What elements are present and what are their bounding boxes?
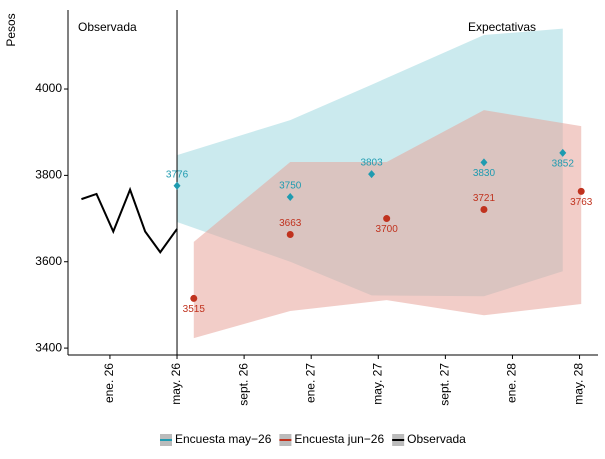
y-tick-label: 3800 bbox=[35, 168, 62, 182]
value-label: 3700 bbox=[376, 224, 399, 235]
value-label: 3776 bbox=[166, 169, 189, 180]
value-label: 3750 bbox=[279, 181, 302, 192]
point bbox=[383, 215, 391, 223]
point bbox=[480, 205, 488, 213]
x-tick-label: ene. 26 bbox=[102, 363, 116, 403]
value-label: 3515 bbox=[183, 304, 206, 315]
annotation: Expectativas bbox=[468, 20, 536, 34]
y-tick-label: 3600 bbox=[35, 254, 62, 268]
annotation: Observada bbox=[78, 20, 137, 34]
point bbox=[368, 170, 376, 179]
x-tick-label: ene. 27 bbox=[303, 363, 317, 403]
legend-label: Encuesta jun−26 bbox=[294, 432, 384, 446]
value-label: 3852 bbox=[552, 159, 575, 170]
point bbox=[190, 294, 198, 302]
x-tick-label: sept. 26 bbox=[236, 363, 250, 406]
x-tick-label: may. 26 bbox=[169, 363, 183, 405]
point bbox=[559, 148, 567, 157]
value-label: 3721 bbox=[473, 193, 496, 204]
y-tick-label: 3400 bbox=[35, 340, 62, 354]
value-label: 3830 bbox=[473, 168, 496, 179]
legend-label: Encuesta may−26 bbox=[175, 432, 272, 446]
y-axis-label: Pesos bbox=[4, 13, 18, 46]
value-label: 3663 bbox=[279, 218, 302, 229]
point bbox=[173, 181, 181, 190]
point bbox=[480, 158, 488, 167]
x-tick-label: sept. 27 bbox=[438, 363, 452, 406]
y-tick-label: 4000 bbox=[35, 81, 62, 95]
x-tick-label: may. 28 bbox=[572, 363, 586, 405]
line bbox=[81, 186, 178, 254]
point bbox=[286, 192, 294, 201]
point bbox=[577, 187, 585, 195]
x-tick-label: ene. 28 bbox=[505, 363, 519, 403]
x-tick-label: may. 27 bbox=[370, 363, 384, 405]
legend-label: Observada bbox=[407, 432, 466, 446]
value-label: 3763 bbox=[570, 197, 593, 208]
band bbox=[193, 110, 582, 339]
value-label: 3803 bbox=[360, 158, 383, 169]
point bbox=[286, 231, 294, 239]
